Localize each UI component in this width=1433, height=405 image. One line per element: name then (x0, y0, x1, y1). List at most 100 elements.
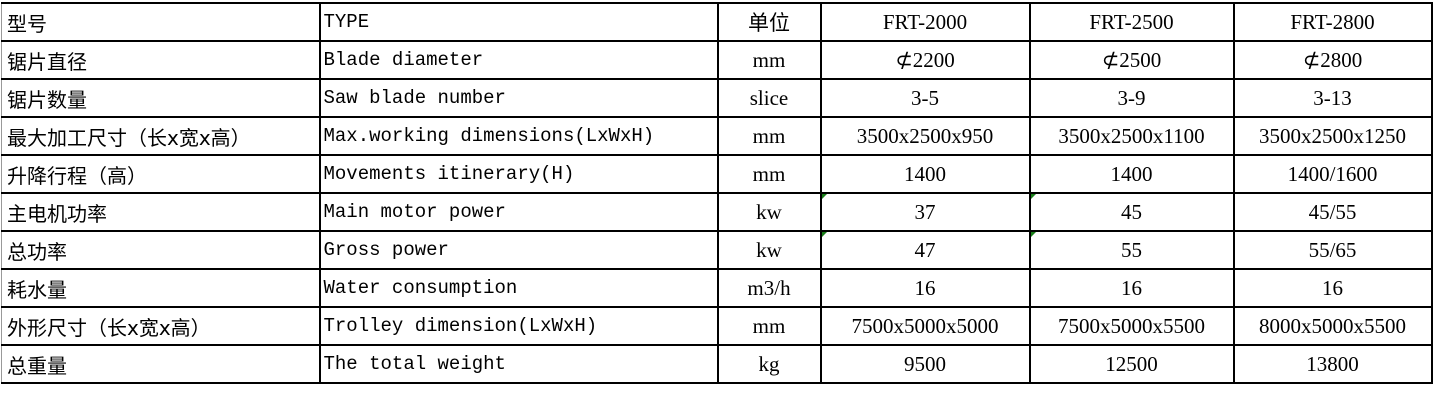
cell-text: 3500x2500x1100 (1058, 123, 1205, 148)
cell-text: Movements itinerary(H) (323, 163, 575, 185)
cell-text: mm (752, 161, 786, 186)
spec-table: 型号 TYPE 单位 FRT-2000 FRT-2500 FRT-2800 锯片直径 Blad… (1, 2, 1433, 384)
cell-frt-2500[interactable]: FRT-2500 (1028, 2, 1235, 42)
table-row: 耗水量 Water consumption m3/h 16 16 16 (1, 268, 1433, 308)
cell-text: 16 (1322, 275, 1343, 300)
cell-text: 3-9 (1117, 85, 1146, 110)
cell-text: 9500 (904, 351, 946, 376)
header-row: 型号 TYPE 单位 FRT-2000 FRT-2500 FRT-2800 (1, 2, 1433, 42)
cell-param-en[interactable]: Gross power (318, 230, 719, 270)
table-row: 主电机功率 Main motor power kw 37 45 45/55 (1, 192, 1433, 232)
cell-frt-2800[interactable]: 13800 (1232, 344, 1433, 384)
cell-frt-2000[interactable]: ⊄2200 (819, 40, 1031, 80)
cell-frt-2000[interactable]: 3500x2500x950 (819, 116, 1031, 156)
cell-frt-2800[interactable]: 16 (1232, 268, 1433, 308)
cell-frt-2800[interactable]: 55/65 (1232, 230, 1433, 270)
cell-frt-2500[interactable]: 45 (1028, 192, 1235, 232)
cell-param-cn[interactable]: 锯片数量 (1, 78, 321, 118)
cell-text: 3500x2500x950 (856, 123, 994, 148)
cell-frt-2800[interactable]: 3500x2500x1250 (1232, 116, 1433, 156)
cell-text: slice (749, 85, 789, 110)
cell-param-cn[interactable]: 最大加工尺寸（长x宽x高） (1, 116, 321, 156)
cell-text: 总重量 (7, 353, 67, 378)
cell-unit[interactable]: slice (716, 78, 822, 118)
cell-param-cn[interactable]: 锯片直径 (1, 40, 321, 80)
cell-text: mm (752, 123, 786, 148)
cell-unit[interactable]: mm (716, 40, 822, 80)
cell-param-cn[interactable]: 升降行程（高） (1, 154, 321, 194)
cell-text: 55 (1121, 237, 1142, 262)
cell-frt-2500[interactable]: 3500x2500x1100 (1028, 116, 1235, 156)
cell-frt-2500[interactable]: 1400 (1028, 154, 1235, 194)
cell-frt-2000[interactable]: 47 (819, 230, 1031, 270)
cell-unit[interactable]: kw (716, 192, 822, 232)
cell-param-en[interactable]: Main motor power (318, 192, 719, 232)
table-row: 升降行程（高） Movements itinerary(H) mm 1400 1400 1… (1, 154, 1433, 194)
cell-frt-2000[interactable]: 3-5 (819, 78, 1031, 118)
cell-unit[interactable]: mm (716, 306, 822, 346)
cell-param-en[interactable]: Trolley dimension(LxWxH) (318, 306, 719, 346)
cell-unit[interactable]: m3/h (716, 268, 822, 308)
cell-text: 8000x5000x5500 (1259, 313, 1406, 338)
cell-param-cn[interactable]: 总重量 (1, 344, 321, 384)
cell-param-cn[interactable]: 主电机功率 (1, 192, 321, 232)
cell-param-cn[interactable]: 外形尺寸（长x宽x高） (1, 306, 321, 346)
cell-frt-2500[interactable]: 55 (1028, 230, 1235, 270)
cell-param-en[interactable]: Water consumption (318, 268, 719, 308)
cell-frt-2800[interactable]: ⊄2800 (1232, 40, 1433, 80)
cell-text: ⊄2500 (1101, 47, 1162, 72)
table-row: 外形尺寸（长x宽x高） Trolley dimension(LxWxH) mm 750… (1, 306, 1433, 346)
cell-text: 3-5 (911, 85, 939, 110)
cell-frt-2800[interactable]: 3-13 (1232, 78, 1433, 118)
cell-param-en[interactable]: The total weight (318, 344, 719, 384)
cell-text: Trolley dimension(LxWxH) (323, 315, 598, 337)
cell-frt-2000[interactable]: 16 (819, 268, 1031, 308)
cell-param-en[interactable]: Movements itinerary(H) (318, 154, 719, 194)
cell-param-en[interactable]: Saw blade number (318, 78, 719, 118)
cell-text: 7500x5000x5000 (851, 313, 999, 338)
cell-text: Water consumption (323, 277, 518, 299)
cell-unit[interactable]: mm (716, 116, 822, 156)
cell-frt-2800[interactable]: 1400/1600 (1232, 154, 1433, 194)
cell-text: 16 (914, 275, 936, 300)
cell-text: 耗水量 (7, 277, 67, 302)
cell-text: Saw blade number (323, 87, 506, 109)
cell-frt-2000[interactable]: 9500 (819, 344, 1031, 384)
cell-param-cn[interactable]: 总功率 (1, 230, 321, 270)
cell-text: 3-13 (1313, 85, 1352, 110)
cell-text: 1400 (904, 161, 946, 186)
cell-text: 47 (914, 237, 936, 262)
table-row: 总重量 The total weight kg 9500 12500 13800 (1, 344, 1433, 384)
table-row: 锯片直径 Blade diameter mm ⊄2200 ⊄2500 ⊄2800 (1, 40, 1433, 80)
cell-text: kw (756, 237, 782, 262)
cell-frt-2500[interactable]: 3-9 (1028, 78, 1235, 118)
cell-unit[interactable]: mm (716, 154, 822, 194)
cell-frt-2800[interactable]: 8000x5000x5500 (1232, 306, 1433, 346)
cell-frt-2000[interactable]: 37 (819, 192, 1031, 232)
cell-param-en[interactable]: Max.working dimensions(LxWxH) (318, 116, 719, 156)
cell-unit[interactable]: kg (716, 344, 822, 384)
table-row: 总功率 Gross power kw 47 55 55/65 (1, 230, 1433, 270)
cell-text: kw (756, 199, 782, 224)
cell-text: 锯片直径 (7, 49, 87, 74)
cell-unit[interactable]: kw (716, 230, 822, 270)
cell-text: kg (758, 351, 780, 376)
cell-frt-2500[interactable]: ⊄2500 (1028, 40, 1235, 80)
cell-text: FRT-2500 (1089, 9, 1174, 34)
cell-frt-2500[interactable]: 16 (1028, 268, 1235, 308)
cell-frt-2800[interactable]: 45/55 (1232, 192, 1433, 232)
cell-frt-2000[interactable]: 7500x5000x5000 (819, 306, 1031, 346)
cell-text: 升降行程（高） (7, 163, 147, 188)
cell-param-cn[interactable]: 耗水量 (1, 268, 321, 308)
cell-frt-2800[interactable]: FRT-2800 (1232, 2, 1433, 42)
cell-frt-2000[interactable]: FRT-2000 (819, 2, 1031, 42)
comment-indicator-icon (1031, 233, 1036, 237)
cell-frt-2500[interactable]: 12500 (1028, 344, 1235, 384)
cell-frt-2000[interactable]: 1400 (819, 154, 1031, 194)
cell-param-en[interactable]: Blade diameter (318, 40, 719, 80)
cell-text: 1400/1600 (1287, 161, 1378, 186)
cell-param-cn[interactable]: 型号 (1, 2, 321, 42)
cell-frt-2500[interactable]: 7500x5000x5500 (1028, 306, 1235, 346)
cell-param-en[interactable]: TYPE (318, 2, 719, 42)
cell-unit[interactable]: 单位 (716, 2, 822, 42)
